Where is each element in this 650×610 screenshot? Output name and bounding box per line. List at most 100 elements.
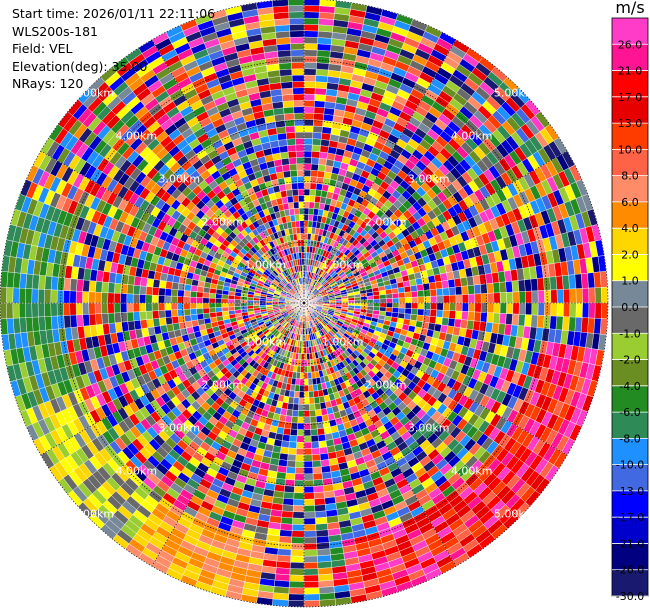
velocity-gate — [25, 302, 33, 318]
velocity-gate — [312, 384, 319, 392]
velocity-gate — [319, 151, 328, 160]
velocity-gate — [303, 150, 313, 158]
velocity-gate — [288, 587, 305, 595]
velocity-gate — [289, 574, 305, 582]
velocity-gate — [292, 517, 305, 525]
velocity-gate — [453, 318, 462, 328]
velocity-gate — [303, 74, 317, 82]
velocity-gate — [569, 288, 577, 304]
velocity-gate — [303, 36, 319, 44]
velocity-gate — [171, 316, 180, 325]
velocity-gate — [282, 498, 294, 506]
velocity-gate — [506, 302, 514, 315]
velocity-gate — [170, 295, 178, 304]
velocity-gate — [314, 402, 322, 411]
velocity-gate — [306, 353, 311, 361]
velocity-gate — [196, 308, 204, 315]
velocity-gate — [303, 473, 314, 481]
velocity-gate — [158, 310, 166, 319]
velocity-gate — [69, 290, 77, 304]
velocity-gate — [12, 287, 20, 304]
velocity-gate — [246, 302, 254, 307]
velocity-gate — [126, 293, 134, 304]
velocity-gate — [164, 288, 172, 297]
velocity-gate — [468, 302, 476, 313]
velocity-gate — [202, 297, 210, 304]
velocity-gate — [448, 286, 456, 296]
velocity-gate — [139, 311, 147, 321]
velocity-gate — [215, 298, 222, 304]
velocity-gate — [499, 302, 507, 314]
velocity-gate — [311, 151, 321, 159]
velocity-gate — [536, 315, 545, 329]
velocity-gate — [283, 485, 295, 493]
velocity-gate — [240, 299, 248, 304]
velocity-gate — [276, 554, 291, 563]
velocity-gate — [278, 535, 292, 544]
velocity-gate — [317, 427, 326, 436]
velocity-gate — [56, 302, 64, 317]
velocity-gate — [486, 282, 494, 294]
velocity-gate — [303, 549, 318, 557]
velocity-gate — [309, 195, 316, 203]
velocity-gate — [492, 312, 501, 324]
velocity-gate — [38, 275, 46, 290]
velocity-gate — [279, 523, 293, 531]
velocity-gate — [291, 409, 299, 418]
velocity-gate — [280, 516, 293, 525]
velocity-gate — [303, 524, 317, 532]
velocity-gate — [299, 378, 305, 386]
velocity-gate — [405, 297, 412, 304]
velocity-gate — [599, 271, 608, 288]
velocity-gate — [303, 581, 320, 589]
velocity-gate — [417, 296, 425, 304]
velocity-gate — [310, 435, 319, 443]
velocity-gate — [289, 568, 305, 576]
velocity-gate — [303, 138, 313, 146]
velocity-gate — [313, 485, 325, 493]
velocity-gate — [196, 313, 205, 321]
velocity-gate — [303, 372, 309, 380]
velocity-gate — [303, 391, 310, 399]
velocity-gate — [303, 144, 313, 152]
velocity-gate — [315, 529, 329, 538]
velocity-gate — [423, 296, 431, 304]
velocity-gate — [311, 447, 321, 455]
velocity-gate — [316, 56, 331, 64]
velocity-gate — [300, 359, 305, 367]
velocity-gate — [158, 302, 166, 311]
velocity-gate — [441, 317, 450, 326]
velocity-gate — [550, 289, 558, 304]
velocity-gate — [428, 316, 437, 325]
velocity-gate — [288, 441, 297, 449]
velocity-gate — [196, 297, 203, 304]
velocity-gate — [312, 460, 322, 468]
velocity-gate — [234, 299, 241, 304]
velocity-gate — [177, 282, 186, 291]
velocity-gate — [442, 287, 450, 296]
velocity-gate — [303, 479, 314, 487]
velocity-gate — [511, 313, 520, 326]
velocity-gate — [0, 302, 7, 320]
velocity-gate — [303, 220, 309, 228]
velocity-gate — [506, 291, 514, 304]
velocity-gate — [310, 169, 319, 178]
velocity-gate — [423, 302, 431, 310]
velocity-gate — [281, 434, 291, 442]
velocity-gate — [37, 288, 45, 304]
velocity-gate — [152, 310, 160, 320]
velocity-gate — [392, 302, 400, 309]
velocity-gate — [556, 302, 564, 317]
velocity-gate — [563, 288, 571, 304]
velocity-gate — [517, 314, 526, 327]
velocity-gate — [82, 314, 91, 327]
velocity-gate — [215, 311, 223, 318]
velocity-gate — [292, 511, 305, 519]
velocity-gate — [303, 49, 318, 57]
velocity-gate — [518, 302, 526, 315]
velocity-gate — [145, 286, 154, 296]
velocity-gate — [505, 313, 513, 326]
velocity-gate — [461, 294, 469, 304]
velocity-gate — [291, 524, 305, 532]
velocity-gate — [341, 300, 349, 304]
